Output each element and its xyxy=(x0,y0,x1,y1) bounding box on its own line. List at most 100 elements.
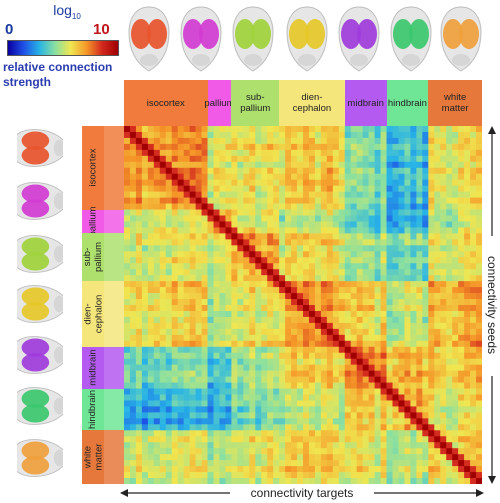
heatmap-cell xyxy=(129,155,137,163)
heatmap-cell xyxy=(135,454,143,461)
heatmap-cell xyxy=(440,340,447,348)
heatmap-cell xyxy=(434,460,441,467)
heatmap-cell xyxy=(147,149,155,157)
heatmap-cell xyxy=(129,149,137,157)
heatmap-cell xyxy=(231,275,238,282)
heatmap-cell xyxy=(135,442,143,449)
heatmap-cell xyxy=(231,239,238,246)
heatmap-cell xyxy=(213,364,220,371)
heatmap-cell xyxy=(374,287,381,294)
heatmap-cell xyxy=(344,328,352,336)
left-band-fill-white_matter xyxy=(104,430,124,484)
heatmap-cell xyxy=(273,275,280,282)
heatmap-cell xyxy=(225,299,232,306)
heatmap-cell xyxy=(440,203,447,210)
heatmap-cell xyxy=(297,185,304,192)
heatmap-cell xyxy=(267,233,274,240)
heatmap-cell xyxy=(201,412,208,419)
brain-left-pallium xyxy=(4,178,76,224)
heatmap-cell xyxy=(326,436,334,443)
heatmap-cell xyxy=(273,197,280,204)
heatmap-cell xyxy=(201,149,208,157)
heatmap-cell xyxy=(464,364,471,371)
heatmap-cell xyxy=(243,310,250,318)
heatmap-cell xyxy=(338,424,346,431)
heatmap-cell xyxy=(416,167,423,175)
heatmap-cell xyxy=(428,245,435,252)
heatmap-cell xyxy=(124,340,131,348)
heatmap-cell xyxy=(147,448,155,455)
heatmap-cell xyxy=(452,173,459,180)
heatmap-cell xyxy=(392,472,399,479)
heatmap-cell xyxy=(273,448,280,455)
heatmap-cell xyxy=(392,257,399,264)
heatmap-cell xyxy=(171,352,178,359)
heatmap-cell xyxy=(362,173,369,180)
heatmap-cell xyxy=(326,185,334,192)
heatmap-cell xyxy=(273,310,280,318)
heatmap-cell xyxy=(308,448,316,455)
heatmap-cell xyxy=(392,269,399,276)
heatmap-cell xyxy=(428,251,435,258)
heatmap-cell xyxy=(129,412,137,419)
heatmap-cell xyxy=(452,352,459,359)
heatmap-cell xyxy=(147,287,155,294)
heatmap-cell xyxy=(129,310,137,318)
heatmap-cell xyxy=(124,215,131,222)
heatmap-cell xyxy=(141,406,149,413)
heatmap-cell xyxy=(398,221,405,228)
heatmap-cell xyxy=(124,364,131,371)
heatmap-cell xyxy=(452,179,459,186)
heatmap-cell xyxy=(452,221,459,228)
heatmap-cell xyxy=(147,227,155,234)
heatmap-cell xyxy=(362,478,369,485)
heatmap-cell xyxy=(350,376,357,383)
heatmap-cell xyxy=(249,346,256,354)
heatmap-cell xyxy=(470,328,477,336)
heatmap-cell xyxy=(255,161,262,169)
heatmap-cell xyxy=(249,424,256,431)
heatmap-cell xyxy=(458,400,465,407)
heatmap-cell xyxy=(434,221,441,228)
heatmap-cell xyxy=(291,161,298,169)
heatmap-cell xyxy=(338,126,346,133)
heatmap-cell xyxy=(165,203,173,210)
heatmap-cell xyxy=(141,281,149,288)
heatmap-cell xyxy=(464,328,471,336)
heatmap-cell xyxy=(273,472,280,479)
heatmap-cell xyxy=(195,454,202,461)
heatmap-cell xyxy=(285,412,292,419)
heatmap-cell xyxy=(261,167,268,175)
heatmap-cell xyxy=(267,209,274,216)
heatmap-cell xyxy=(452,328,459,336)
heatmap-cell xyxy=(124,442,131,449)
heatmap-cell xyxy=(171,167,178,175)
heatmap-cell xyxy=(434,275,441,282)
heatmap-cell xyxy=(434,161,441,169)
heatmap-cell xyxy=(464,167,471,175)
heatmap-cell xyxy=(386,137,393,145)
heatmap-cell xyxy=(279,376,286,383)
heatmap-cell xyxy=(147,239,155,246)
heatmap-cell xyxy=(225,239,232,246)
heatmap-cell xyxy=(135,376,143,383)
heatmap-cell xyxy=(452,334,459,342)
heatmap-cell xyxy=(422,155,429,163)
heatmap-cell xyxy=(338,388,346,395)
heatmap-cell xyxy=(303,257,310,264)
heatmap-cell xyxy=(404,161,411,169)
heatmap-cell xyxy=(207,424,214,431)
heatmap-cell xyxy=(386,263,393,270)
heatmap-cell xyxy=(440,239,447,246)
heatmap-cell xyxy=(434,299,441,306)
heatmap-cell xyxy=(201,376,208,383)
heatmap-cell xyxy=(398,149,405,157)
heatmap-cell xyxy=(201,239,208,246)
heatmap-cell xyxy=(189,137,196,145)
heatmap-cell xyxy=(410,382,417,389)
heatmap-cell xyxy=(225,209,232,216)
left-band-label-white_matter: white matter xyxy=(82,443,104,471)
heatmap-cell xyxy=(386,293,393,300)
heatmap-cell xyxy=(285,364,292,371)
heatmap-cell xyxy=(350,454,357,461)
